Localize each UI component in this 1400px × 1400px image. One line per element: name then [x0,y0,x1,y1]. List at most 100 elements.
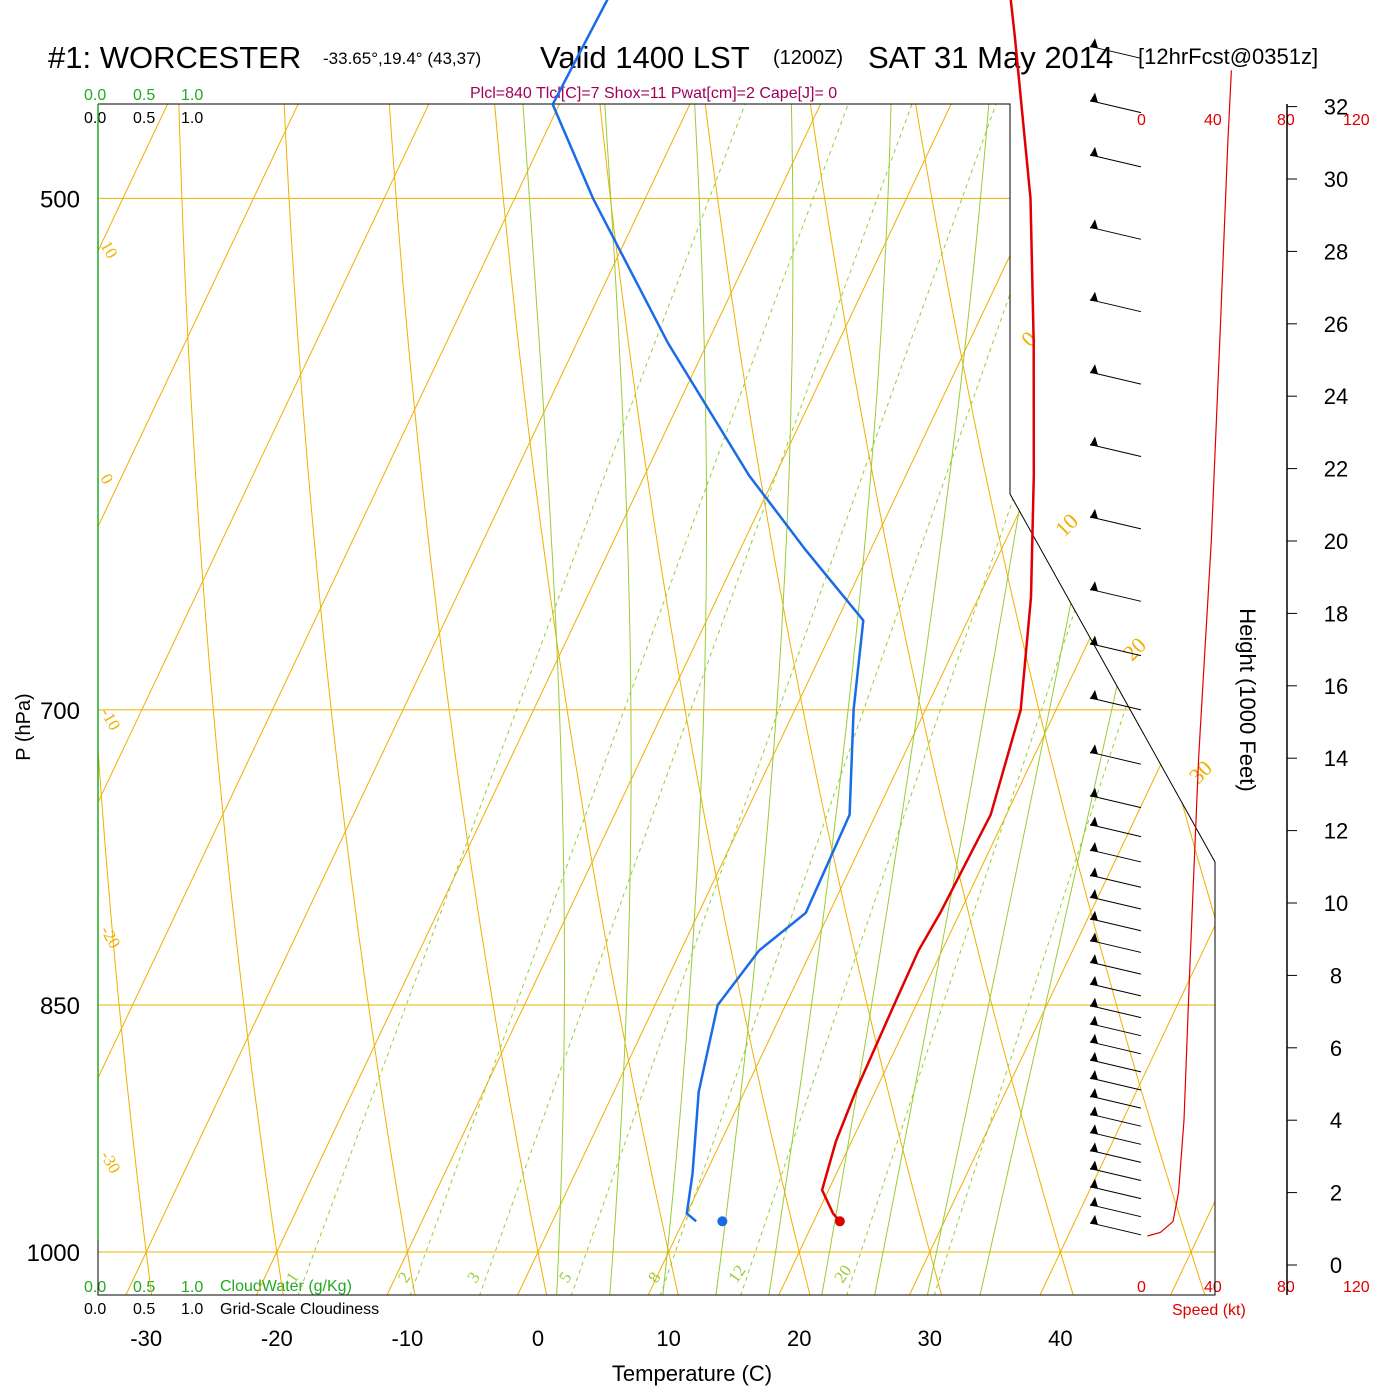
speed-tick-bottom: 120 [1343,1279,1370,1296]
cloudiness-label: Grid-Scale Cloudiness [220,1301,379,1318]
pressure-tick-label: 1000 [27,1240,80,1267]
mixing-ratio-line [729,104,1215,1295]
mixing-ratio-label: 2 [394,1268,414,1286]
temperature-tick-label: 40 [1048,1326,1072,1351]
temperature-tick-label: 30 [918,1326,942,1351]
wind-barb [1089,1222,1142,1236]
speed-label: Speed (kt) [1172,1302,1246,1319]
isotherm-label: 30 [1184,755,1217,788]
wind-barb [1089,896,1142,910]
wind-barb-flag [1090,219,1098,230]
wind-barb-flag [1090,581,1098,592]
height-tick-label: 16 [1324,674,1348,699]
wind-barb [1089,643,1142,657]
dry-adiabat-label: 0 [97,471,118,488]
indices-line: Plcl=840 Tlcl[C]=7 Shox=11 Pwat[cm]=2 Ca… [470,85,837,102]
isotherm-line [98,104,913,1295]
wind-barb [1089,697,1142,711]
wind-barb-flag [1090,1196,1098,1207]
dry-adiabat-line [174,104,289,1295]
wind-barb-flag [1090,1088,1098,1099]
cloud-tick-green-top: 0.0 [84,87,106,104]
wind-barb [1089,100,1142,114]
wind-barb-flag [1090,841,1098,852]
wind-barb [1089,1168,1142,1181]
cloud-scale-bottom: 0.0 0.5 1.0 CloudWater (g/Kg) 0.0 0.5 1.… [84,1278,379,1318]
sounding-profiles [551,0,1036,1227]
speed-tick-bottom: 40 [1204,1279,1222,1296]
dry-adiabat-line [0,0,24,1326]
mixing-ratio-line [560,104,1086,1295]
isotherm-line [1286,0,1400,1326]
forecast-label: [12hrFcst@0351z] [1138,44,1318,69]
moist-adiabat-line [644,104,707,1295]
wind-barb-flag [1090,932,1098,943]
wind-barb-flag [1090,1015,1098,1026]
wind-barb-flag [1090,816,1098,827]
temperature-tick-label: -10 [392,1326,424,1351]
mixing-ratio-label: 12 [724,1261,749,1286]
wind-barb-flag [1090,1124,1098,1135]
x-axis-title: Temperature (C) [612,1361,772,1386]
wind-barb-flag [1090,889,1098,899]
height-tick-label: 14 [1324,746,1348,771]
moist-adiabat-line [815,104,1012,1295]
height-tick-label: 6 [1330,1036,1342,1061]
height-tick-label: 2 [1330,1181,1342,1206]
wind-barb [1089,1131,1142,1145]
wind-barb-flag [1090,1178,1098,1189]
dry-adiabat-line [366,104,554,1295]
temperature-profile [820,0,1036,1223]
isotherm-line [763,104,1215,1295]
isotherm-line [502,104,1215,1295]
temperature-tick-label: 10 [656,1326,680,1351]
wind-panel [1089,38,1232,1237]
wind-barb [1089,154,1142,168]
wind-barb [1089,918,1142,932]
height-tick-label: 12 [1324,819,1348,844]
isotherm-label: 20 [1118,632,1151,665]
height-tick-label: 28 [1324,239,1348,264]
pressure-tick-label: 850 [40,993,80,1020]
wind-barb [1089,824,1142,838]
wind-barb-flag [1090,954,1098,965]
plot-frame [97,103,1216,1296]
isotherm-line [98,104,783,1295]
temperature-tick-label: 0 [532,1326,544,1351]
plot-outline [97,103,1216,1296]
cloud-tick-black-top: 1.0 [181,110,203,127]
wind-barb-flag [1090,1160,1098,1171]
wind-barb-flag [1090,291,1098,302]
dry-adiabat-line [1152,104,1215,1295]
height-tick-label: 24 [1324,384,1348,409]
wind-barb [1089,371,1142,385]
valid-utc: (1200Z) [773,47,843,69]
wind-barb-flag [1090,910,1098,921]
isotherm-label: 10 [1050,508,1083,541]
dry-adiabat-line [456,104,686,1295]
wind-barb-flag [1090,1033,1098,1044]
wind-barb [1089,795,1142,809]
dry-adiabat-label: -10 [97,705,125,734]
dry-adiabat-label: 10 [97,238,122,262]
wind-barb-flag [1090,867,1098,878]
moist-adiabat-line [711,104,794,1295]
height-tick-label: 18 [1324,601,1348,626]
wind-barb [1089,1149,1142,1163]
speed-tick-bottom: 0 [1137,1279,1146,1296]
speed-tick-top: 80 [1277,112,1295,129]
isotherm-line [371,104,1215,1295]
dry-adiabat-line [1065,104,1215,1295]
temperature-tick-label: -20 [261,1326,293,1351]
wind-barb-flag [1090,1070,1098,1080]
isotherm-line [98,104,652,1295]
height-tick-label: 0 [1330,1253,1342,1278]
cloud-tick-black-top: 0.0 [84,110,106,127]
dry-adiabat-line [631,104,951,1295]
wind-speed-profile [1147,70,1232,1237]
wind-barb-flag [1090,38,1098,49]
temperature-tick-label: 20 [787,1326,811,1351]
height-tick-label: 30 [1324,167,1348,192]
dewpoint-profile [551,0,865,1223]
